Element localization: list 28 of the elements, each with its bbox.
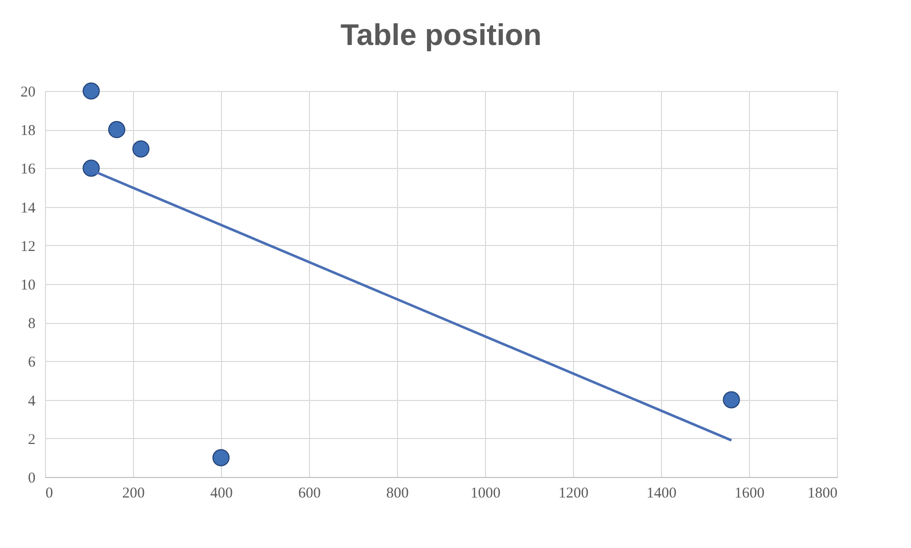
y-tick-label: 2: [28, 432, 36, 448]
x-tick-label: 0: [46, 486, 53, 502]
y-tick-label: 6: [28, 354, 36, 371]
point: [722, 391, 740, 408]
y-tick-label: 10: [20, 278, 36, 294]
y-tick-label: 0: [28, 470, 36, 486]
y-tick-label: 12: [20, 238, 36, 255]
point: [82, 82, 100, 100]
point: [212, 449, 230, 466]
x-tick-label: 1600: [734, 486, 764, 502]
y-tick-label: 18: [20, 123, 36, 140]
x-tick-label: 800: [386, 486, 409, 502]
point: [82, 160, 100, 177]
x-tick-label: 1400: [646, 486, 676, 502]
y-tick-label: 14: [20, 200, 36, 216]
y-tick-label: 20: [20, 84, 36, 100]
point: [108, 121, 126, 138]
point: [132, 140, 150, 158]
x-tick-label: 1800: [808, 486, 838, 502]
x-tick-label: 1000: [470, 486, 500, 502]
y-tick-label: 8: [28, 316, 36, 332]
y-tick-label: 16: [20, 162, 36, 178]
chart-title: Table position: [340, 18, 542, 52]
x-tick-label: 600: [298, 486, 321, 502]
x-tick-label: 1200: [558, 486, 588, 502]
x-tick-label: 200: [122, 486, 145, 502]
y-tick-label: 4: [28, 393, 36, 410]
x-tick-label: 400: [210, 486, 233, 502]
